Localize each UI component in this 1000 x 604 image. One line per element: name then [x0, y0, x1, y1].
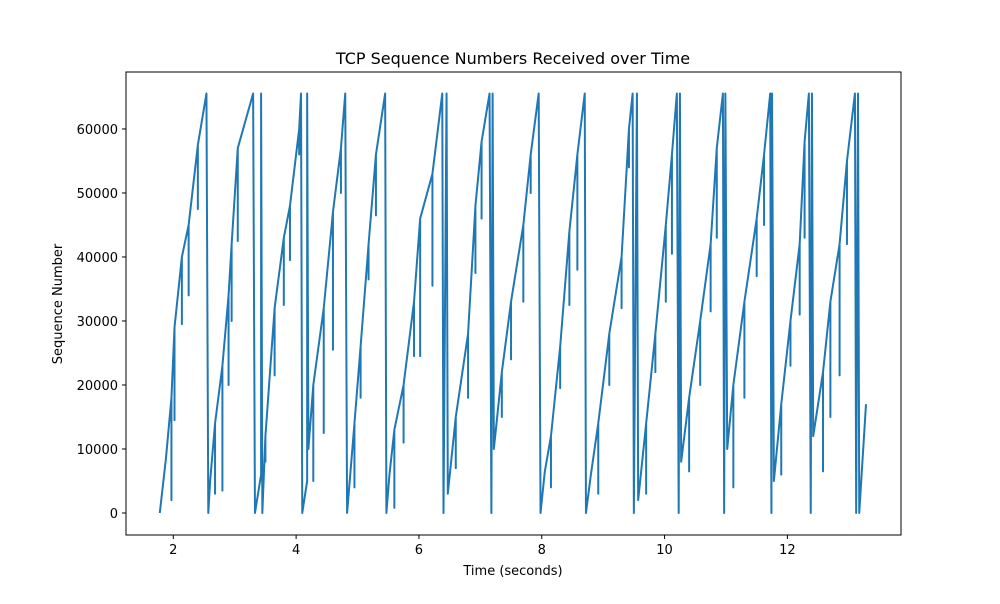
y-tick-label: 20000: [77, 379, 118, 394]
y-axis-label: Sequence Number: [51, 243, 66, 364]
y-tick-label: 60000: [77, 123, 118, 138]
x-tick-label: 12: [779, 543, 796, 558]
x-axis-label: Time (seconds): [462, 564, 562, 579]
y-tick-label: 10000: [77, 443, 118, 458]
x-tick-label: 6: [415, 543, 423, 558]
y-tick-label: 30000: [77, 315, 118, 330]
x-tick-label: 2: [169, 543, 177, 558]
x-tick-label: 8: [538, 543, 546, 558]
x-tick-label: 10: [656, 543, 673, 558]
y-tick-label: 0: [110, 507, 118, 522]
y-tick-label: 40000: [77, 251, 118, 266]
x-tick-label: 4: [292, 543, 300, 558]
chart-title: TCP Sequence Numbers Received over Time: [335, 49, 690, 68]
y-tick-label: 50000: [77, 187, 118, 202]
data-line: [158, 92, 867, 514]
plot-frame: [125, 71, 902, 536]
